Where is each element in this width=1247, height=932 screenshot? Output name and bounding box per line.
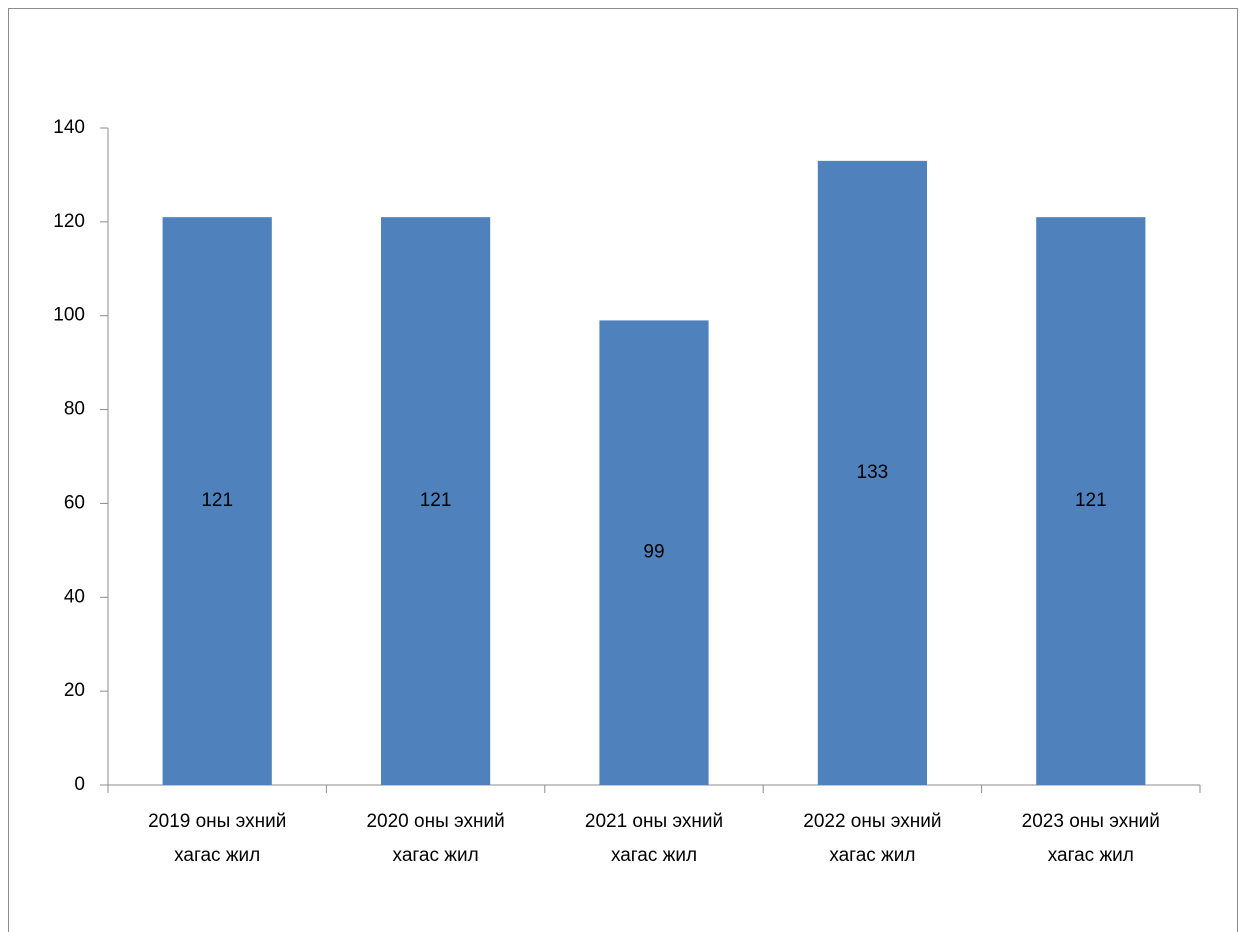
data-label: 99: [643, 542, 664, 563]
bar: [162, 217, 272, 785]
y-tick-label: 120: [53, 211, 85, 232]
bar: [1036, 217, 1146, 785]
y-tick-label: 0: [74, 774, 85, 795]
data-label: 121: [420, 490, 452, 511]
chart-border: [8, 8, 1238, 932]
data-label: 121: [1075, 490, 1107, 511]
bar: [817, 160, 927, 786]
y-tick-label: 20: [64, 680, 85, 701]
data-label: 121: [201, 490, 233, 511]
x-tick-label: 2020 оны эхний хагас жил: [366, 811, 505, 866]
x-tick-label: 2019 оны эхний хагас жил: [148, 811, 287, 866]
bar: [599, 320, 709, 785]
y-tick-label: 100: [53, 305, 85, 326]
data-label: 133: [857, 462, 889, 483]
x-tick-label: 2021 оны эхний хагас жил: [584, 811, 724, 866]
y-tick-label: 60: [64, 492, 85, 513]
y-tick-label: 40: [64, 586, 85, 607]
x-tick-label: 2023 оны эхний хагас жил: [1021, 811, 1160, 866]
bar: [381, 217, 491, 785]
y-tick-label: 80: [64, 399, 85, 420]
x-tick-label: 2022 оны эхний хагас жил: [803, 811, 942, 866]
y-tick-label: 140: [53, 117, 85, 138]
